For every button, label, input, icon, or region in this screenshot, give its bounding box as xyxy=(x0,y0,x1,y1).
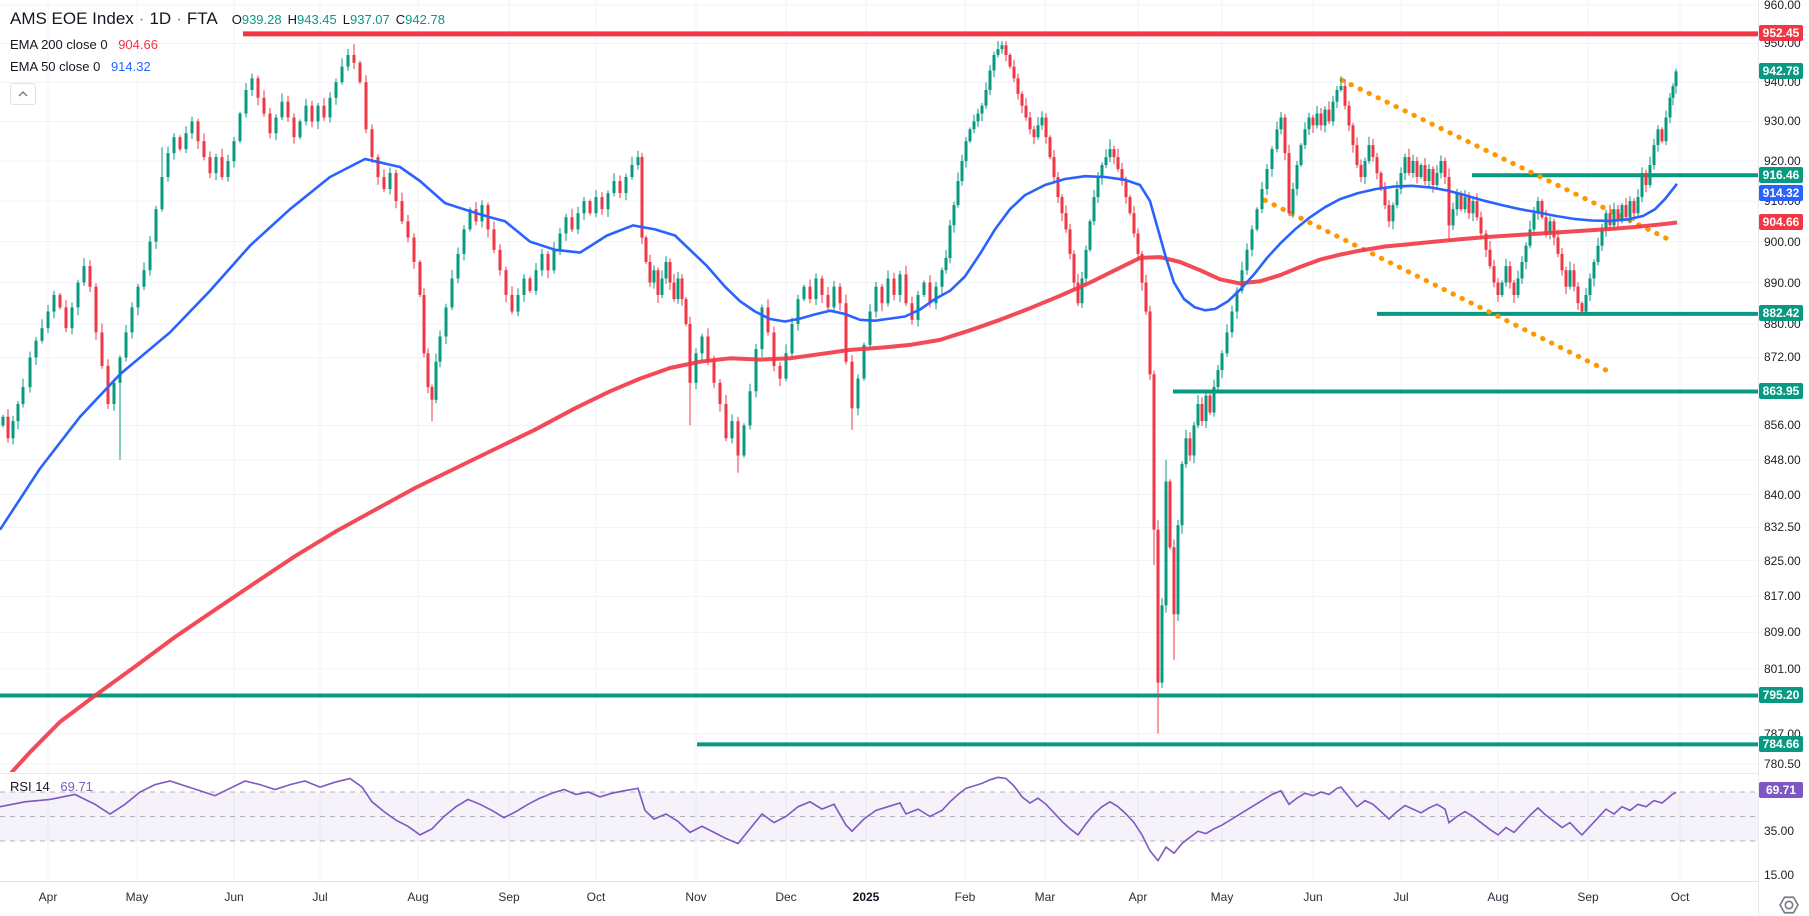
separator-dot: · xyxy=(138,9,145,28)
ema200-value: 904.66 xyxy=(118,36,158,52)
close-value: 942.78 xyxy=(405,12,445,27)
rsi-value-badge: 69.71 xyxy=(1759,782,1803,798)
ema200-line xyxy=(9,220,1678,772)
price-tick-label: 832.50 xyxy=(1764,520,1801,534)
price-pane[interactable] xyxy=(0,0,1758,916)
month-label-Dec: Dec xyxy=(775,890,797,904)
month-label-Sep: Sep xyxy=(498,890,520,904)
exchange-label: FTA xyxy=(186,9,218,28)
interval-label[interactable]: 1D xyxy=(149,9,172,28)
price-tick-label: 872.00 xyxy=(1764,350,1801,364)
price-tick-label: 920.00 xyxy=(1764,154,1801,168)
time-axis[interactable]: Apr May Jun Jul Aug Sep Oct Nov Dec 2025 Feb Mar Apr… xyxy=(0,881,1809,916)
high-label: H xyxy=(287,12,297,27)
price-tick-label: 848.00 xyxy=(1764,453,1801,467)
price-badge-863.95: 863.95 xyxy=(1759,383,1803,399)
low-value: 937.07 xyxy=(350,12,390,27)
month-label-Jun: Jun xyxy=(224,890,244,904)
price-badge-952.45: 952.45 xyxy=(1759,25,1803,41)
month-label-Aug: Aug xyxy=(407,890,429,904)
open-label: O xyxy=(231,12,242,27)
price-badge-914.32: 914.32 xyxy=(1759,185,1803,201)
trendline-dotted-lower xyxy=(1262,197,1615,376)
month-label-Jul: Jul xyxy=(1393,890,1409,904)
month-label-Aug: Aug xyxy=(1487,890,1509,904)
price-tick-label: 856.00 xyxy=(1764,418,1801,432)
price-badge-942.78: 942.78 xyxy=(1759,63,1803,79)
price-tick-label: 825.00 xyxy=(1764,554,1801,568)
price-badge-916.46: 916.46 xyxy=(1759,167,1803,183)
price-tick-label: 960.00 xyxy=(1764,0,1801,12)
chart-legend: AMS EOE Index · 1D · FTA O939.28 H943.45 L937.0… xyxy=(10,6,445,105)
month-label-Apr: Apr xyxy=(38,890,58,904)
symbol-title-row[interactable]: AMS EOE Index · 1D · FTA O939.28 H943.45 L937.0… xyxy=(10,6,445,32)
close-label: C xyxy=(395,12,406,27)
open-value: 939.28 xyxy=(241,12,282,27)
price-tick-label: 900.00 xyxy=(1764,235,1801,249)
price-tick-label: 930.00 xyxy=(1764,114,1801,128)
month-label-Oct: Oct xyxy=(586,890,606,904)
trendline-dotted-upper xyxy=(1339,77,1673,243)
month-label-Feb: Feb xyxy=(954,890,976,904)
price-tick-label: 817.00 xyxy=(1764,589,1801,603)
price-axis[interactable]: 960.00 950.00 940.00 930.00 920.00 910.00 900.… xyxy=(1758,0,1809,916)
candlestick-series xyxy=(1,41,1678,734)
separator-dot: · xyxy=(176,9,182,28)
ema200-label: EMA 200 close 0 xyxy=(10,36,108,52)
price-tick-label: 809.00 xyxy=(1764,625,1801,639)
rsi-tick-label: 15.00 xyxy=(1764,868,1795,882)
month-label-Jul: Jul xyxy=(312,890,328,904)
month-label-Nov: Nov xyxy=(685,890,707,904)
month-label-May: May xyxy=(125,890,149,904)
ema50-legend-row[interactable]: EMA 50 close 0 914.32 xyxy=(10,57,445,77)
price-badge-795.20: 795.20 xyxy=(1759,687,1803,703)
price-badge-882.42: 882.42 xyxy=(1759,305,1803,321)
rsi-line xyxy=(0,776,1677,862)
ema50-label: EMA 50 close 0 xyxy=(10,59,101,74)
price-tick-label: 840.00 xyxy=(1764,488,1801,502)
price-scale-settings-gear-icon[interactable] xyxy=(1777,893,1801,916)
ohlc-values: O939.28 H943.45 L937.07 C942.78 xyxy=(226,12,445,27)
ema200-legend-row[interactable]: EMA 200 close 0 904.66 xyxy=(10,35,445,55)
month-label-Jun: Jun xyxy=(1303,890,1323,904)
rsi-label: RSI 14 xyxy=(10,779,50,794)
rsi-legend-row[interactable]: RSI 14 69.71 xyxy=(10,779,93,794)
symbol-name: AMS EOE Index xyxy=(10,9,134,28)
collapse-legend-button[interactable] xyxy=(10,82,36,105)
month-label-Apr: Apr xyxy=(1128,890,1148,904)
price-tick-label: 890.00 xyxy=(1764,276,1801,290)
month-label-May: May xyxy=(1210,890,1234,904)
low-label: L xyxy=(342,12,350,27)
ema50-value: 914.32 xyxy=(110,59,151,74)
price-badge-784.66: 784.66 xyxy=(1759,736,1803,752)
ema50-line xyxy=(0,157,1679,531)
month-label-2025: 2025 xyxy=(852,890,880,904)
month-label-Mar: Mar xyxy=(1034,890,1056,904)
price-tick-label: 780.50 xyxy=(1764,757,1801,771)
pane-separator[interactable] xyxy=(0,773,1809,774)
month-label-Oct: Oct xyxy=(1670,890,1690,904)
rsi-tick-label: 35.00 xyxy=(1764,824,1795,838)
high-value: 943.45 xyxy=(297,12,337,27)
month-label-Sep: Sep xyxy=(1577,890,1599,904)
chevron-up-icon xyxy=(18,90,28,96)
rsi-value: 69.71 xyxy=(60,779,93,794)
price-tick-label: 801.00 xyxy=(1764,662,1801,676)
price-badge-904.66: 904.66 xyxy=(1759,214,1803,230)
